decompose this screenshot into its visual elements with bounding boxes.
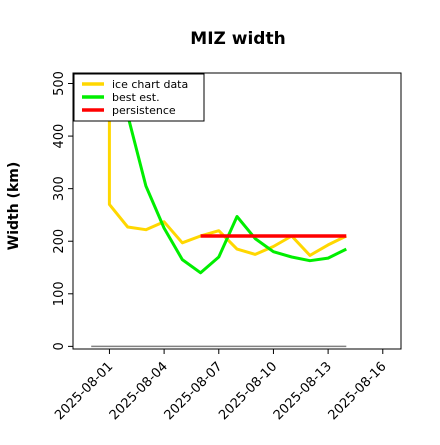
y-tick-label: 500	[52, 71, 67, 96]
legend-label: persistence	[112, 104, 176, 117]
legend-label: best est.	[112, 91, 160, 104]
legend-label: ice chart data	[112, 78, 188, 91]
plot-frame	[72, 72, 402, 350]
y-tick-label: 400	[52, 124, 67, 149]
y-axis-label: Width (km)	[6, 162, 22, 251]
y-tick-label: 0	[52, 342, 67, 350]
y-tick-label: 200	[52, 229, 67, 254]
series-line-ice-chart-data	[107, 109, 347, 257]
chart-title: MIZ width	[190, 29, 285, 49]
plot-layer	[91, 109, 347, 348]
y-tick-label: 300	[52, 176, 67, 201]
series-line-best-est	[126, 114, 347, 275]
x-tick-label: 2025-08-16	[326, 359, 390, 423]
y-tick-label: 100	[52, 281, 67, 306]
